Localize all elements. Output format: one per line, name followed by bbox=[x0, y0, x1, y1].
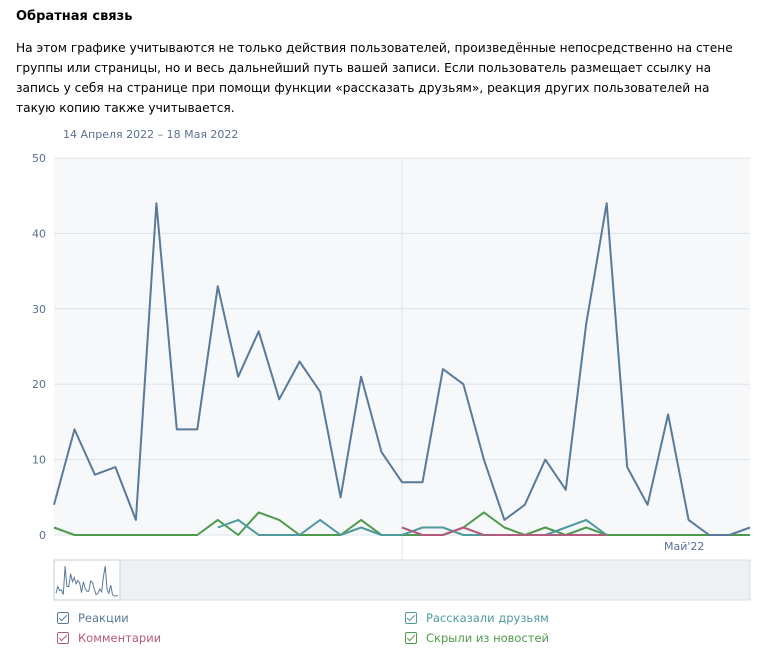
y-tick-label-50: 50 bbox=[32, 152, 46, 165]
legend-label-reactions: Реакции bbox=[78, 611, 129, 625]
legend-item-hidden[interactable]: Скрыли из новостей bbox=[405, 631, 549, 645]
checkbox-shares[interactable] bbox=[405, 612, 417, 624]
series-line-reactions bbox=[53, 202, 751, 536]
legend-item-reactions[interactable]: Реакции bbox=[57, 611, 129, 625]
legend-item-shares[interactable]: Рассказали друзьям bbox=[405, 611, 549, 625]
checkbox-comments[interactable] bbox=[57, 632, 69, 644]
navigator-track bbox=[53, 559, 751, 601]
section-title: Обратная связь bbox=[16, 9, 133, 24]
feedback-line-chart[interactable]: 0 10 20 30 40 50 Май'22 bbox=[0, 145, 760, 605]
y-tick-label-40: 40 bbox=[32, 227, 46, 240]
legend-item-comments[interactable]: Комментарии bbox=[57, 631, 161, 645]
checkbox-hidden[interactable] bbox=[405, 632, 417, 644]
legend-label-shares: Рассказали друзьям bbox=[426, 611, 549, 625]
y-tick-label-10: 10 bbox=[32, 454, 46, 467]
y-tick-label-20: 20 bbox=[32, 378, 46, 391]
legend-label-comments: Комментарии bbox=[78, 631, 162, 645]
section-description: На этом графике учитываются не только де… bbox=[16, 41, 733, 115]
series-line-comments bbox=[401, 526, 607, 536]
x-month-label: Май'22 bbox=[664, 540, 704, 553]
legend-label-hidden: Скрыли из новостей bbox=[426, 631, 550, 645]
checkbox-reactions[interactable] bbox=[57, 612, 69, 624]
date-range-label[interactable]: 14 Апреля 2022 – 18 Мая 2022 bbox=[63, 128, 239, 141]
y-tick-label-0: 0 bbox=[39, 529, 46, 542]
navigator-series bbox=[55, 566, 119, 597]
y-tick-label-30: 30 bbox=[32, 303, 46, 316]
